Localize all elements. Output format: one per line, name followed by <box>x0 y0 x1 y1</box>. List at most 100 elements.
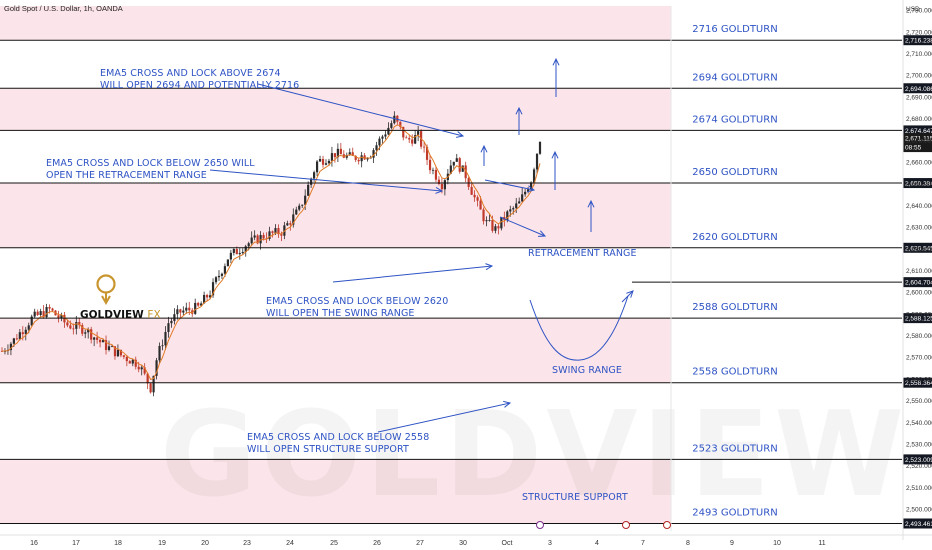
candle <box>527 189 530 192</box>
price-tag <box>903 83 932 94</box>
candle <box>140 367 143 370</box>
annotation-text: EMA5 CROSS AND LOCK BELOW 2558 <box>247 432 429 443</box>
arrow-up-2716-head <box>552 57 560 66</box>
candle <box>208 295 212 298</box>
candle <box>39 311 42 315</box>
candle <box>470 186 473 195</box>
price-tick: 2,650.000 <box>906 181 932 188</box>
candle <box>203 294 206 304</box>
candle <box>45 306 48 318</box>
candle <box>437 179 441 184</box>
candle <box>283 225 286 236</box>
bar-countdown: 08:55 <box>905 145 922 152</box>
candle <box>494 226 497 231</box>
candle <box>414 135 417 144</box>
time-tick: 17 <box>72 540 80 547</box>
candle <box>185 307 188 311</box>
candle <box>167 323 170 332</box>
candle <box>330 153 334 161</box>
candle <box>348 152 351 155</box>
candle <box>57 315 60 319</box>
candle <box>125 356 128 362</box>
candle <box>295 209 298 215</box>
candle <box>122 355 125 357</box>
time-tick: 24 <box>286 540 294 547</box>
arrow-layer <box>209 57 634 433</box>
candle <box>18 332 21 340</box>
candle <box>78 321 81 326</box>
candle <box>161 345 164 347</box>
candle <box>292 214 295 225</box>
price-tick: 2,680.000 <box>906 116 932 123</box>
structure-support-label: STRUCTURE SUPPORT <box>522 492 628 503</box>
candle <box>327 160 331 164</box>
candle <box>524 191 527 195</box>
annotation-text: EMA5 CROSS AND LOCK BELOW 2650 WILL <box>46 158 255 169</box>
candle <box>220 273 224 276</box>
price-tick: 2,500.000 <box>906 507 932 514</box>
time-tick: 26 <box>373 540 381 547</box>
candle <box>384 134 387 137</box>
price-tag-text: 2,523.009 <box>905 457 932 464</box>
annotation-text: WILL OPEN THE SWING RANGE <box>266 308 415 319</box>
price-axis[interactable]: 2,730.000 2,720.000 2,710.000 2,700.000 2,69… <box>902 0 932 540</box>
candle <box>518 201 521 204</box>
candle <box>113 346 117 357</box>
candle <box>21 332 24 335</box>
candle <box>333 153 337 158</box>
candle <box>101 340 105 343</box>
ema-layer <box>2 124 541 381</box>
price-tick: 2,630.000 <box>906 225 932 232</box>
candle <box>96 337 99 340</box>
price-tick: 2,620.000 <box>906 246 932 253</box>
candle <box>176 309 179 315</box>
candle <box>205 294 209 298</box>
candle <box>42 311 45 318</box>
price-tick: 2,580.000 <box>906 333 932 340</box>
candle <box>27 325 30 330</box>
candle <box>200 303 203 306</box>
candle <box>458 158 461 172</box>
price-tick: 2,660.000 <box>906 159 932 166</box>
arrow-below-2558 <box>377 402 511 433</box>
candle <box>310 178 313 185</box>
candle <box>506 211 509 221</box>
price-tag <box>903 125 932 136</box>
candle <box>405 137 408 139</box>
candle <box>66 322 69 326</box>
zone-4 <box>0 459 671 524</box>
candle <box>36 311 39 315</box>
candle <box>268 231 271 239</box>
level-label: 2650 GOLDTURN <box>692 167 777 178</box>
candle <box>399 121 402 127</box>
price-tick: 2,600.000 <box>906 290 932 297</box>
candle <box>9 343 13 351</box>
time-tick: 11 <box>818 540 825 547</box>
candle <box>262 234 265 239</box>
retracement-range-label: RETRACEMENT RANGE <box>528 248 637 259</box>
candle <box>226 259 230 267</box>
symbol-title: Gold Spot / U.S. Dollar, 1h, OANDA <box>4 4 123 13</box>
candle <box>529 182 533 190</box>
candle <box>357 159 360 162</box>
candle <box>256 235 259 244</box>
price-tag <box>903 377 932 388</box>
annotation-text: EMA5 CROSS AND LOCK BELOW 2620 <box>266 296 448 307</box>
candle <box>500 216 503 229</box>
arrow-below-2558-head <box>503 400 512 408</box>
candle <box>214 277 218 283</box>
current-price-text: 2,671.115 <box>905 136 932 143</box>
current-price-tag <box>903 133 932 153</box>
candle <box>134 359 137 367</box>
candle <box>232 248 235 253</box>
price-tick: 2,520.000 <box>906 463 932 470</box>
zone-0 <box>0 6 671 41</box>
arrow-swing-up-head <box>626 290 634 298</box>
level-label: 2523 GOLDTURN <box>692 443 777 454</box>
candle <box>476 197 479 201</box>
candle <box>87 329 90 333</box>
candle <box>24 329 27 335</box>
time-axis[interactable]: 16 17 18 19 20 23 24 25 26 27 30 Oct 3 4 7 8 9 10 11 <box>0 521 932 548</box>
candle <box>336 148 339 158</box>
